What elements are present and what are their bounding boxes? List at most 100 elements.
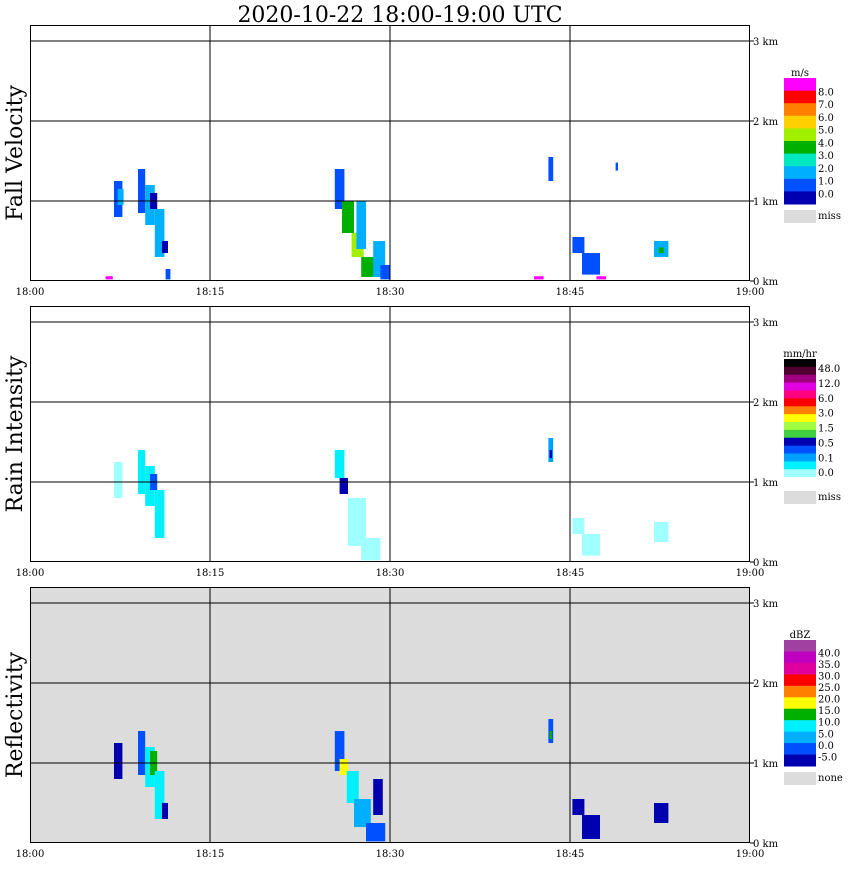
legend-missing-swatch: [784, 491, 816, 504]
legend-swatch: [784, 754, 816, 767]
echo-mark: [138, 450, 146, 494]
panel-title: Reflectivity: [3, 651, 28, 778]
legend-swatch: [784, 128, 816, 142]
echo-mark: [366, 823, 386, 842]
echo-mark: [114, 743, 123, 779]
legend-swatch: [784, 414, 816, 423]
echo-mark: [582, 534, 600, 556]
echo-mark: [534, 276, 544, 280]
legend-label: 48.0: [818, 364, 840, 375]
x-tick-label: 18:45: [556, 287, 585, 298]
legend-missing-label: none: [818, 773, 843, 784]
legend-swatch: [784, 90, 816, 104]
legend-label: 1.5: [818, 424, 834, 435]
legend-label: 12.0: [818, 379, 840, 390]
y-tick-label: 2 km: [753, 117, 779, 128]
legend-label: 20.0: [818, 695, 840, 706]
legend-swatch: [784, 374, 816, 384]
x-tick-label: 19:00: [736, 568, 765, 579]
legend-swatch: [784, 398, 816, 407]
echo-mark: [572, 237, 585, 253]
echo-mark: [342, 201, 354, 233]
legend-label: 5.0: [818, 729, 834, 740]
legend-swatch: [784, 731, 816, 744]
legend-swatch: [784, 178, 816, 192]
legend-label: 8.0: [818, 87, 834, 98]
legend-label: 6.0: [818, 113, 834, 124]
echo-mark: [615, 162, 618, 171]
legend-label: 7.0: [818, 100, 834, 111]
legend-label: 0.5: [818, 438, 834, 449]
legend-label: 0.1: [818, 453, 834, 464]
legend-swatch: [784, 720, 816, 733]
echo-mark: [582, 815, 600, 839]
echo-mark: [138, 169, 146, 213]
echo-mark: [154, 771, 165, 819]
legend-swatch: [784, 708, 816, 721]
echo-mark: [380, 265, 390, 280]
legend-swatch: [784, 406, 816, 415]
echo-mark: [373, 779, 383, 815]
plot-frame: [30, 306, 750, 562]
x-tick-label: 18:30: [376, 568, 405, 579]
legend-label: 2.0: [818, 164, 834, 175]
y-tick-label: 3 km: [753, 37, 779, 48]
legend-swatch: [784, 437, 816, 447]
echo-mark: [654, 522, 669, 542]
x-tick-label: 18:15: [196, 287, 225, 298]
legend-label: 3.0: [818, 151, 834, 162]
legend-label: 40.0: [818, 648, 840, 659]
panel-3: 0 km 1 km 2 km 3 km 18:00 18:15 18:30 18:45 19:0…: [3, 587, 843, 860]
legend-missing-swatch: [784, 210, 816, 223]
echo-mark: [356, 201, 366, 249]
y-tick-label: 0 km: [753, 558, 779, 569]
echo-mark: [572, 799, 585, 815]
legend-swatch: [784, 461, 816, 470]
echo-mark: [334, 450, 345, 478]
legend-swatch: [784, 191, 816, 205]
legend-missing-swatch: [784, 772, 816, 785]
x-tick-label: 18:00: [16, 849, 45, 860]
legend-swatch: [784, 445, 816, 454]
y-tick-label: 0 km: [753, 277, 779, 288]
y-tick-label: 0 km: [753, 839, 779, 850]
x-tick-label: 18:00: [16, 568, 45, 579]
legend-missing-label: miss: [818, 492, 841, 503]
x-tick-label: 18:30: [376, 849, 405, 860]
y-tick-label: 1 km: [753, 478, 779, 489]
echo-mark: [162, 241, 168, 253]
y-tick-label: 2 km: [753, 679, 779, 690]
x-tick-label: 18:45: [556, 568, 585, 579]
echo-mark: [582, 253, 600, 275]
echo-mark: [162, 803, 168, 819]
echo-mark: [354, 799, 371, 827]
legend-swatch: [784, 141, 816, 155]
x-tick-label: 19:00: [736, 849, 765, 860]
legend-swatch: [784, 153, 816, 167]
legend-swatch: [784, 103, 816, 117]
legend-swatch: [784, 477, 816, 486]
legend-swatch: [784, 674, 816, 687]
legend-swatch: [784, 359, 816, 368]
echo-mark: [658, 247, 664, 253]
legend-swatch: [784, 662, 816, 675]
legend-swatch: [784, 422, 816, 431]
figure-title: 2020-10-22 18:00-19:00 UTC: [237, 3, 562, 28]
legend-swatch: [784, 697, 816, 710]
legend-label: 0.0: [818, 468, 834, 479]
legend-swatch: [784, 78, 816, 92]
echo-mark: [154, 209, 165, 257]
panel-title: Rain Intensity: [3, 355, 28, 512]
legend-label: 1.0: [818, 177, 834, 188]
x-tick-label: 18:30: [376, 287, 405, 298]
legend-label: 35.0: [818, 660, 840, 671]
y-tick-label: 2 km: [753, 398, 779, 409]
legend-label: 0.0: [818, 741, 834, 752]
legend-swatch: [784, 685, 816, 698]
legend-label: 10.0: [818, 718, 840, 729]
legend-unit: mm/hr: [783, 349, 817, 360]
y-tick-label: 1 km: [753, 197, 779, 208]
legend-swatch: [784, 640, 816, 652]
echo-mark: [334, 169, 345, 209]
